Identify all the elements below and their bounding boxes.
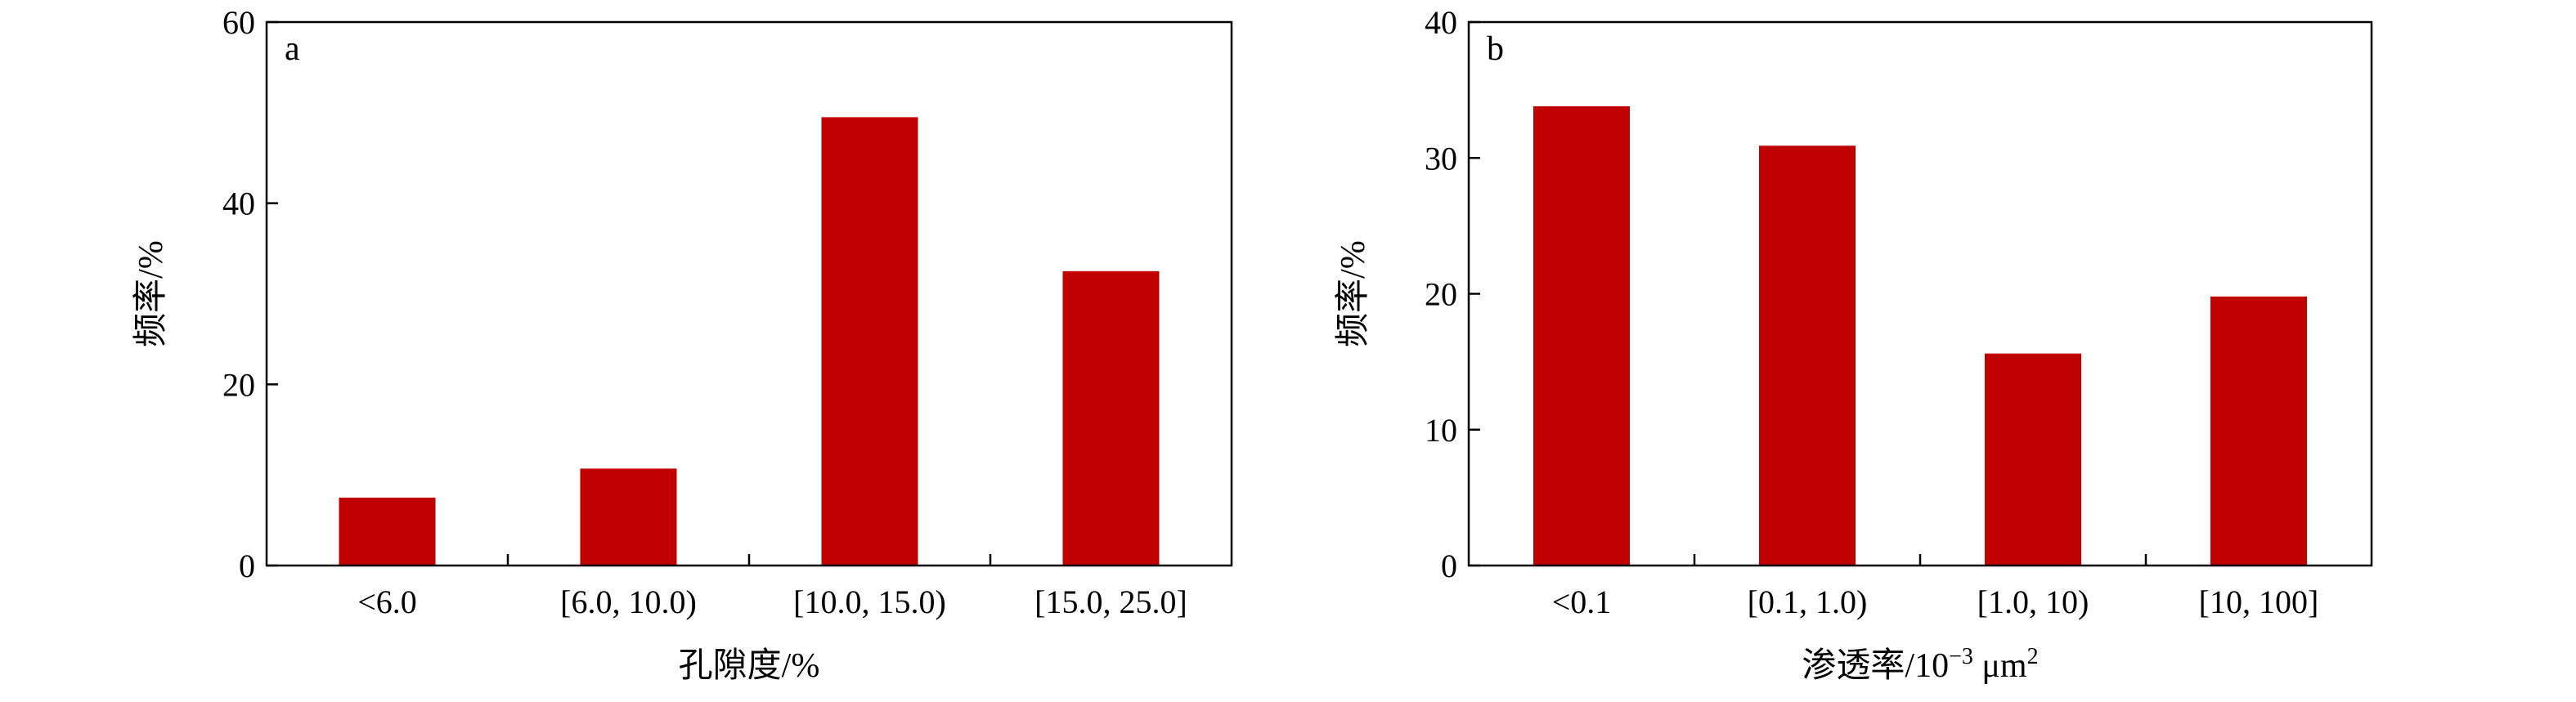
bar-1 — [339, 497, 436, 566]
y-tick-label: 30 — [1425, 140, 1457, 177]
bar-2 — [580, 468, 677, 566]
panel-b: 0 10 20 30 40 <0.1 [0.1, 1.0) [1.0, 10) [10, 100… — [1334, 4, 2373, 685]
y-axis-label: 频率/% — [132, 240, 170, 347]
x-tick-label: [10.0, 15.0) — [793, 584, 946, 620]
x-tick-label: [10, 100] — [2199, 584, 2319, 620]
x-axis-label-unit: μm — [1973, 647, 2027, 685]
panel-label: b — [1487, 30, 1504, 68]
y-tick-label: 40 — [1425, 4, 1457, 41]
x-tick-label: <0.1 — [1552, 584, 1612, 620]
x-tick-label: [1.0, 10) — [1977, 584, 2089, 620]
x-axis-label-main: 渗透率/10 — [1802, 646, 1949, 685]
bar-3 — [821, 117, 918, 566]
x-axis-label-unit-exponent: 2 — [2027, 644, 2039, 669]
y-tick-label: 20 — [222, 366, 255, 403]
x-axis-label-exponent: −3 — [1949, 644, 1973, 669]
panel-label: a — [285, 30, 300, 68]
bar-4 — [2210, 296, 2307, 566]
x-tick-label: [0.1, 1.0) — [1748, 584, 1868, 620]
x-tick-label: <6.0 — [357, 584, 417, 620]
y-tick-label: 0 — [239, 548, 255, 584]
y-tick-label: 20 — [1425, 276, 1457, 313]
y-tick-label: 10 — [1425, 412, 1457, 449]
panel-a: 0 20 40 60 <6.0 [6.0, 10.0) [10.0, 15.0) [15.0,… — [132, 4, 1233, 685]
y-axis-label: 频率/% — [1334, 240, 1372, 347]
x-tick-label: [15.0, 25.0] — [1034, 584, 1187, 620]
bar-1 — [1533, 106, 1630, 566]
y-tick-label: 60 — [222, 4, 255, 41]
bar-2 — [1759, 145, 1856, 566]
x-tick-label: [6.0, 10.0) — [560, 584, 697, 620]
bar-4 — [1062, 271, 1160, 566]
bar-3 — [1985, 353, 2081, 566]
x-axis-label: 渗透率/10−3 μm2 — [1802, 644, 2038, 685]
x-axis-label: 孔隙度/% — [679, 647, 820, 685]
y-tick-label: 0 — [1441, 548, 1457, 584]
y-tick-label: 40 — [222, 186, 255, 222]
